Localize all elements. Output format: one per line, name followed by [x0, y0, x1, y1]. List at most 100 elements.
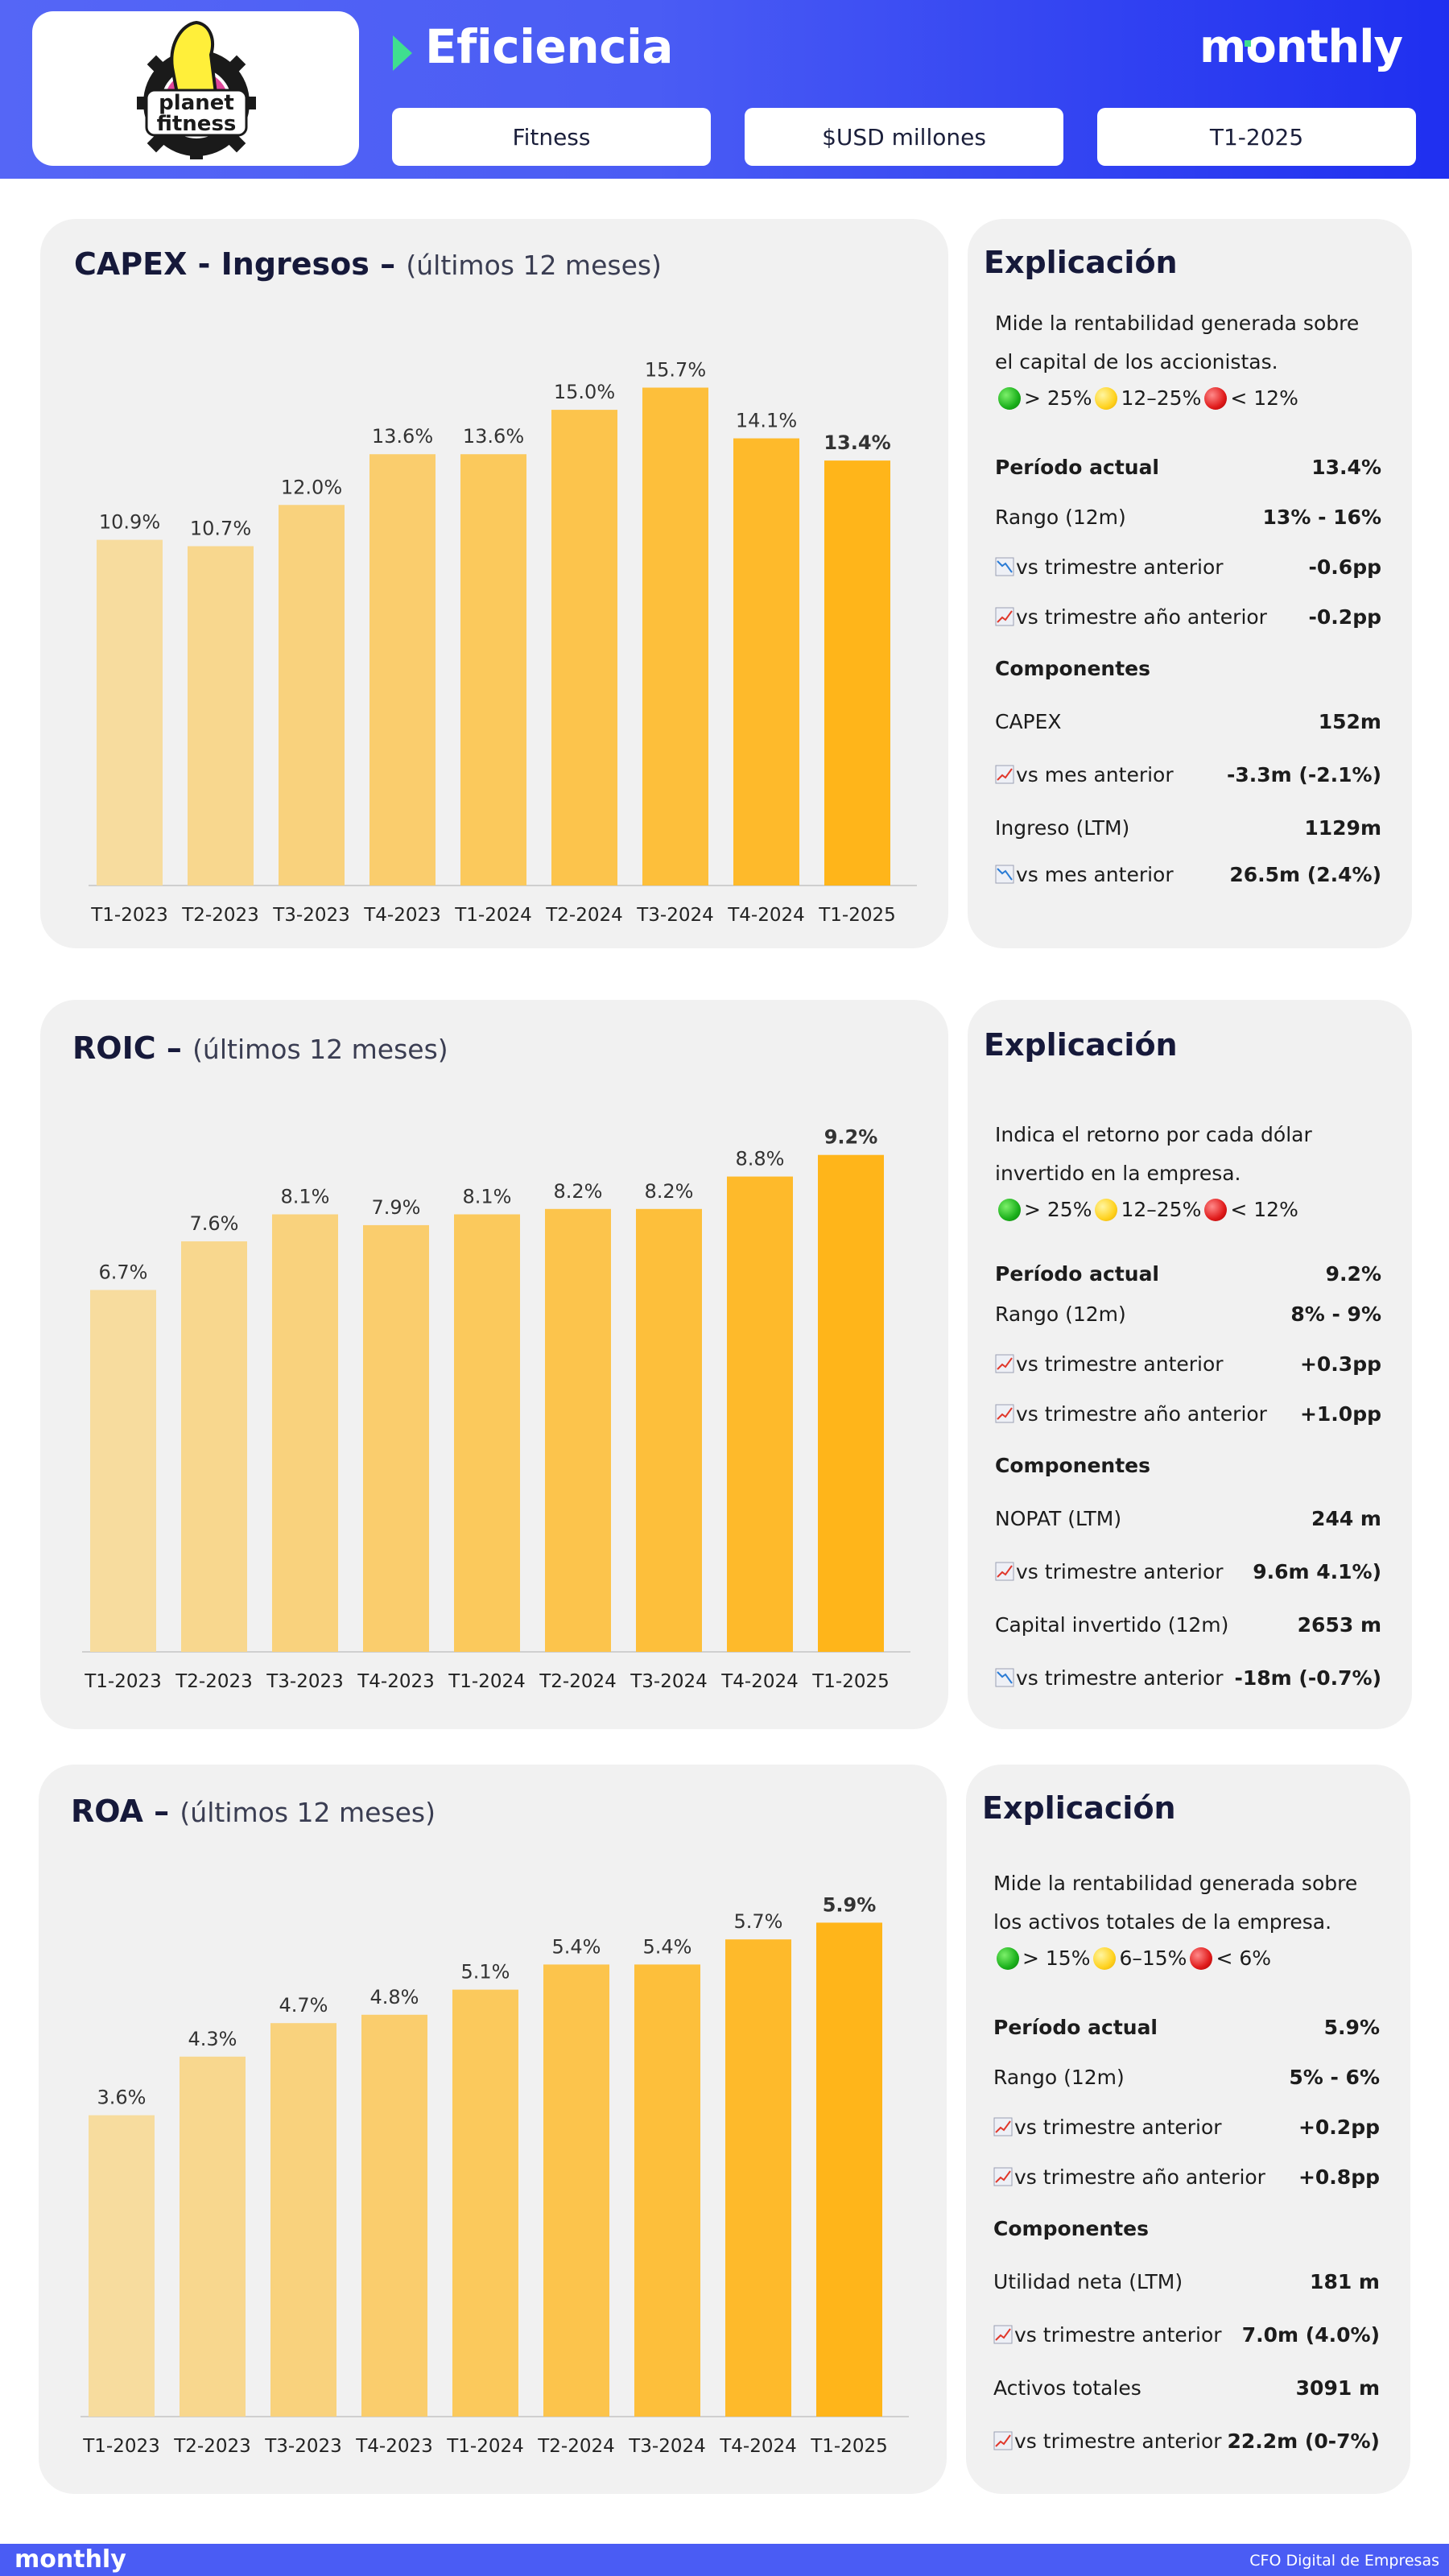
data-label: 15.0% — [554, 381, 615, 403]
threshold-legend: > 15% 6–15% < 6% — [993, 1946, 1271, 1970]
metric-value: +1.0pp — [1299, 1402, 1381, 1426]
up-chart-icon — [995, 607, 1014, 626]
metric-label-text: vs trimestre anterior — [1014, 2323, 1222, 2347]
x-tick-label: T3-2024 — [630, 1671, 708, 1692]
metric-label: Componentes — [995, 657, 1150, 680]
metric-value: 8% - 9% — [1290, 1302, 1381, 1326]
data-label: 5.4% — [552, 1935, 601, 1958]
metric-label-text: Rango (12m) — [995, 1302, 1126, 1326]
roic-bar-chart: 6.7% T1-2023 7.6% T2-2023 8.1% T3-2023 7.9% T4-… — [82, 1126, 910, 1692]
up-chart-icon — [993, 2167, 1013, 2186]
bar-T2-2023 — [188, 546, 254, 886]
page-title: Eficiencia — [425, 19, 674, 74]
data-label: 8.1% — [281, 1186, 330, 1208]
metric-label-text: vs trimestre anterior — [1016, 555, 1224, 579]
metric-value: 5% - 6% — [1289, 2066, 1380, 2089]
x-tick-label: T3-2023 — [272, 905, 350, 926]
metric-label-text: vs trimestre anterior — [1014, 2116, 1222, 2139]
x-tick-label: T4-2023 — [363, 905, 441, 926]
metric-value: -0.2pp — [1308, 605, 1381, 629]
metric-label: vs trimestre año anterior — [995, 1402, 1267, 1426]
metric-label-text: Período actual — [995, 1262, 1160, 1286]
metric-row: Rango (12m) 5% - 6% — [993, 2066, 1380, 2089]
metric-value: -0.6pp — [1308, 555, 1381, 579]
logo-text-line-2: fitness — [157, 112, 237, 136]
x-tick-label: T1-2023 — [82, 2436, 160, 2457]
threshold-legend: > 25% 12–25% < 12% — [995, 386, 1298, 410]
data-label: 3.6% — [97, 2087, 147, 2109]
data-label: 14.1% — [736, 410, 797, 432]
yellow-dot-icon — [1095, 386, 1118, 410]
chart-title-main: CAPEX - Ingresos – — [74, 246, 396, 282]
bar-T4-2024 — [733, 438, 799, 886]
metric-label-text: Ingreso (LTM) — [995, 816, 1130, 840]
x-tick-label: T1-2024 — [454, 905, 532, 926]
data-label: 8.1% — [463, 1186, 512, 1208]
industry-selector[interactable]: Fitness — [392, 108, 711, 166]
metric-row: Capital invertido (12m) 2653 m — [995, 1613, 1381, 1637]
metric-row: vs trimestre anterior -18m (-0.7%) — [995, 1666, 1381, 1690]
x-tick-label: T4-2024 — [720, 1671, 799, 1692]
metric-row: vs mes anterior -3.3m (-2.1%) — [995, 763, 1381, 786]
metric-label-text: vs trimestre anterior — [1016, 1666, 1224, 1690]
up-chart-icon — [993, 2325, 1013, 2344]
metric-label-text: vs trimestre año anterior — [1016, 605, 1267, 629]
footer-brand: monthly — [14, 2545, 126, 2574]
data-label: 8.8% — [736, 1148, 785, 1170]
chart-subtitle: (últimos 12 meses) — [406, 250, 662, 281]
x-tick-label: T1-2023 — [84, 1671, 162, 1692]
metric-row: vs mes anterior 26.5m (2.4%) — [995, 863, 1381, 886]
up-chart-icon — [995, 1562, 1014, 1581]
metric-value: -18m (-0.7%) — [1234, 1666, 1381, 1690]
chart-subtitle: (últimos 12 meses) — [192, 1034, 448, 1065]
x-tick-label: T1-2025 — [818, 905, 896, 926]
metric-row: Período actual 5.9% — [993, 2016, 1380, 2039]
metric-row: Período actual 9.2% — [995, 1262, 1381, 1286]
metric-label-text: Activos totales — [993, 2376, 1141, 2400]
legend-high: > 25% — [1024, 386, 1092, 410]
metric-label: vs trimestre anterior — [995, 1352, 1224, 1376]
metric-label-text: Componentes — [995, 657, 1150, 680]
bar-T3-2023 — [279, 505, 345, 886]
bar-T2-2023 — [180, 2056, 246, 2417]
metric-label: Rango (12m) — [993, 2066, 1125, 2089]
red-dot-icon — [1204, 386, 1228, 410]
metric-row: vs trimestre año anterior -0.2pp — [995, 605, 1381, 629]
x-tick-label: T2-2024 — [539, 1671, 617, 1692]
metric-value: +0.2pp — [1298, 2116, 1380, 2139]
title-arrow-icon — [393, 35, 412, 71]
metric-label: vs trimestre anterior — [995, 1560, 1224, 1583]
legend-low: < 12% — [1230, 1198, 1298, 1221]
bar-T1-2025 — [818, 1154, 884, 1652]
roic-explanation-panel: Explicación Indica el retorno por cada d… — [968, 1000, 1412, 1729]
up-chart-icon — [993, 2117, 1013, 2136]
explanation-description: Indica el retorno por cada dólar inverti… — [995, 1123, 1312, 1185]
period-selector[interactable]: T1-2025 — [1097, 108, 1416, 166]
metric-label: Componentes — [993, 2217, 1149, 2240]
metric-label: vs trimestre anterior — [993, 2116, 1222, 2139]
metric-row: Período actual 13.4% — [995, 456, 1381, 479]
x-tick-label: T2-2024 — [537, 2436, 615, 2457]
metric-row: vs trimestre anterior 7.0m (4.0%) — [993, 2323, 1380, 2347]
metric-label: Utilidad neta (LTM) — [993, 2270, 1183, 2293]
legend-mid: 6–15% — [1119, 1946, 1187, 1970]
header-bar: planet fitness Eficiencia monthly Fitnes… — [0, 0, 1449, 179]
metric-value: +0.8pp — [1298, 2165, 1380, 2189]
x-tick-label: T3-2024 — [636, 905, 714, 926]
currency-selector[interactable]: $USD millones — [745, 108, 1063, 166]
metric-value: 1129m — [1304, 816, 1381, 840]
down-chart-icon — [995, 865, 1014, 884]
metric-label: vs trimestre año anterior — [995, 605, 1267, 629]
metric-row: vs trimestre anterior 22.2m (0-7%) — [993, 2429, 1380, 2453]
data-label: 10.7% — [190, 517, 251, 539]
bar-T1-2024 — [454, 1214, 520, 1652]
metric-label: vs mes anterior — [995, 763, 1174, 786]
data-label: 4.7% — [279, 1994, 328, 2017]
bar-T1-2025 — [816, 1922, 882, 2417]
green-dot-icon — [998, 386, 1021, 410]
metric-label: CAPEX — [995, 710, 1062, 733]
metric-label: Rango (12m) — [995, 506, 1126, 529]
data-label: 12.0% — [281, 476, 342, 498]
metric-row: Componentes — [995, 657, 1381, 680]
red-dot-icon — [1190, 1946, 1213, 1970]
